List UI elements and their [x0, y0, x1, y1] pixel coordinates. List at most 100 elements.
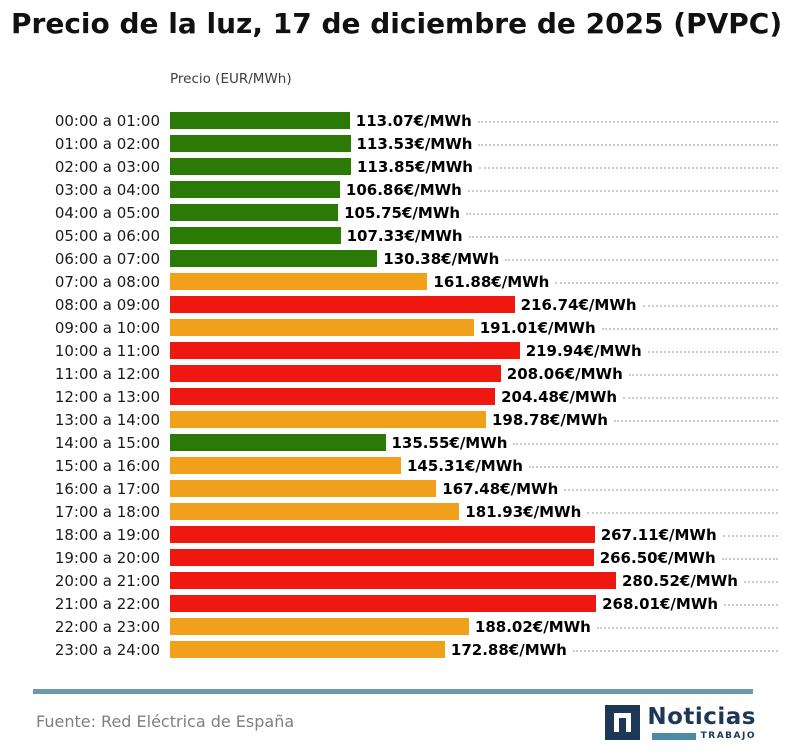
price-value-label: 113.07€/MWh: [355, 111, 472, 130]
source-text: Fuente: Red Eléctrica de España: [36, 712, 295, 731]
hour-label: 13:00 a 14:00: [54, 410, 160, 429]
dotted-leader: [478, 143, 778, 146]
hour-label: 20:00 a 21:00: [54, 571, 160, 590]
chart-row: 02:00 a 03:00 113.85€/MWh: [0, 155, 785, 178]
chart-row: 23:00 a 24:00 172.88€/MWh: [0, 638, 785, 661]
price-value-label: 172.88€/MWh: [450, 640, 567, 659]
noticias-trabajo-logo: Noticias TRABAJO: [605, 705, 756, 741]
chart-row: 04:00 a 05:00 105.75€/MWh: [0, 201, 785, 224]
price-bar: [170, 457, 401, 474]
price-value-label: 181.93€/MWh: [465, 502, 582, 521]
price-bar: [170, 204, 339, 221]
hour-label: 19:00 a 20:00: [54, 548, 160, 567]
price-value-label: 191.01€/MWh: [479, 318, 596, 337]
chart-row: 10:00 a 11:00 219.94€/MWh: [0, 339, 785, 362]
dotted-leader: [722, 534, 778, 537]
price-bar: [170, 227, 341, 244]
chart-row: 14:00 a 15:00 135.55€/MWh: [0, 431, 785, 454]
axis-title: Precio (EUR/MWh): [170, 71, 292, 87]
price-value-label: 280.52€/MWh: [622, 571, 738, 590]
price-bar: [170, 250, 378, 267]
dotted-leader: [623, 396, 778, 399]
chart-row: 05:00 a 06:00 107.33€/MWh: [0, 224, 785, 247]
hour-label: 01:00 a 02:00: [54, 134, 160, 153]
price-bar: [170, 296, 515, 313]
hour-label: 23:00 a 24:00: [54, 640, 160, 659]
chart-row: 07:00 a 08:00 161.88€/MWh: [0, 270, 785, 293]
chart-row: 09:00 a 10:00 191.01€/MWh: [0, 316, 785, 339]
price-value-label: 145.31€/MWh: [407, 456, 523, 475]
price-bar: [170, 158, 351, 175]
price-value-label: 113.53€/MWh: [356, 134, 473, 153]
dotted-leader: [572, 649, 778, 652]
chart-row: 06:00 a 07:00 130.38€/MWh: [0, 247, 785, 270]
price-bar: [170, 181, 340, 198]
price-bar: [170, 526, 595, 543]
hour-label: 18:00 a 19:00: [54, 525, 160, 544]
dotted-leader: [528, 465, 778, 468]
logo-n-icon: [605, 705, 641, 740]
chart-row: 22:00 a 23:00 188.02€/MWh: [0, 615, 785, 638]
price-value-label: 135.55€/MWh: [391, 433, 508, 452]
price-bar: [170, 112, 350, 129]
logo-subtitle: TRABAJO: [700, 731, 756, 742]
dotted-leader: [601, 327, 778, 330]
dotted-leader: [587, 511, 778, 514]
price-bar: [170, 319, 474, 336]
price-value-label: 106.86€/MWh: [345, 180, 462, 199]
price-value-label: 208.06€/MWh: [506, 364, 623, 383]
hour-label: 14:00 a 15:00: [54, 433, 160, 452]
hour-label: 11:00 a 12:00: [54, 364, 160, 383]
hour-label: 06:00 a 07:00: [54, 249, 160, 268]
dotted-leader: [613, 419, 778, 422]
price-bar: [170, 135, 351, 152]
price-bar: [170, 411, 486, 428]
chart-row: 11:00 a 12:00 208.06€/MWh: [0, 362, 785, 385]
price-bar-chart: 00:00 a 01:00 113.07€/MWh 01:00 a 02:00 11…: [0, 109, 785, 661]
dotted-leader: [505, 258, 778, 261]
hour-label: 15:00 a 16:00: [54, 456, 160, 475]
chart-row: 19:00 a 20:00 266.50€/MWh: [0, 546, 785, 569]
chart-row: 00:00 a 01:00 113.07€/MWh: [0, 109, 785, 132]
dotted-leader: [513, 442, 778, 445]
hour-label: 07:00 a 08:00: [54, 272, 160, 291]
hour-label: 12:00 a 13:00: [54, 387, 160, 406]
hour-label: 04:00 a 05:00: [54, 203, 160, 222]
dotted-leader: [721, 557, 778, 560]
price-value-label: 204.48€/MWh: [501, 387, 618, 406]
logo-teal-bar: [651, 732, 696, 740]
hour-label: 16:00 a 17:00: [54, 479, 160, 498]
dotted-leader: [477, 120, 778, 123]
price-bar: [170, 549, 594, 566]
price-bar: [170, 388, 496, 405]
chart-row: 21:00 a 22:00 268.01€/MWh: [0, 592, 785, 615]
dotted-leader: [468, 235, 778, 238]
price-bar: [170, 641, 445, 658]
logo-sub-row: TRABAJO: [651, 731, 756, 742]
dotted-leader: [555, 281, 778, 284]
price-bar: [170, 503, 460, 520]
hour-label: 09:00 a 10:00: [54, 318, 160, 337]
hour-label: 05:00 a 06:00: [54, 226, 160, 245]
price-bar: [170, 595, 597, 612]
price-value-label: 113.85€/MWh: [357, 157, 473, 176]
chart-row: 16:00 a 17:00 167.48€/MWh: [0, 477, 785, 500]
hour-label: 00:00 a 01:00: [54, 111, 160, 130]
price-bar: [170, 273, 428, 290]
price-bar: [170, 434, 386, 451]
dotted-leader: [564, 488, 778, 491]
price-value-label: 268.01€/MWh: [602, 594, 719, 613]
chart-row: 20:00 a 21:00 280.52€/MWh: [0, 569, 785, 592]
price-value-label: 188.02€/MWh: [474, 617, 591, 636]
chart-row: 12:00 a 13:00 204.48€/MWh: [0, 385, 785, 408]
price-bar: [170, 365, 501, 382]
dotted-leader: [724, 603, 778, 606]
price-value-label: 105.75€/MWh: [344, 203, 461, 222]
dotted-leader: [467, 189, 778, 192]
dotted-leader: [478, 166, 778, 169]
price-bar: [170, 480, 437, 497]
price-bar: [170, 618, 469, 635]
hour-label: 08:00 a 09:00: [54, 295, 160, 314]
price-value-label: 216.74€/MWh: [520, 295, 637, 314]
